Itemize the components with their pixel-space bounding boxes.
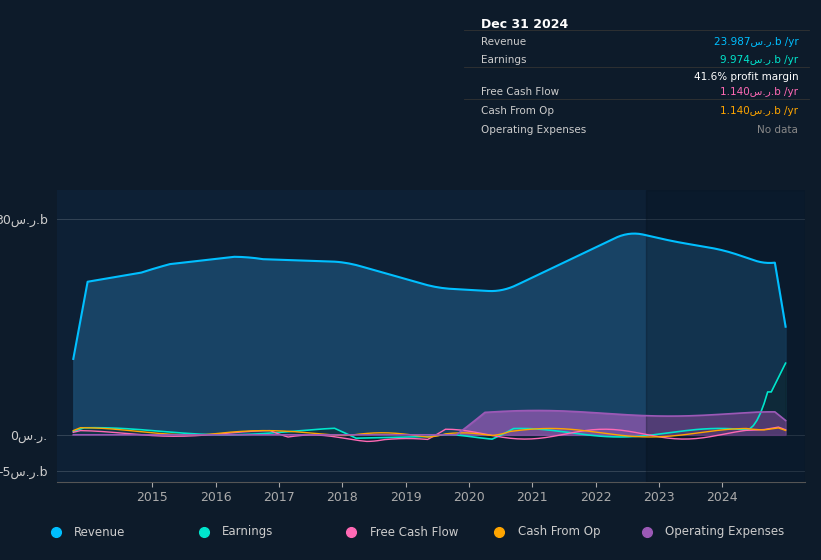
Text: 41.6% profit margin: 41.6% profit margin [694,72,798,82]
Text: Cash From Op: Cash From Op [481,106,554,116]
Text: Free Cash Flow: Free Cash Flow [370,525,458,539]
Text: 23.987س.ر.b /yr: 23.987س.ر.b /yr [713,38,798,48]
Text: 9.974س.ر.b /yr: 9.974س.ر.b /yr [720,55,798,65]
Text: Revenue: Revenue [481,38,526,48]
Text: Free Cash Flow: Free Cash Flow [481,87,559,97]
Text: Cash From Op: Cash From Op [518,525,600,539]
Text: No data: No data [758,125,798,135]
Text: Operating Expenses: Operating Expenses [481,125,586,135]
Text: Revenue: Revenue [75,525,126,539]
Text: 1.140س.ر.b /yr: 1.140س.ر.b /yr [720,106,798,116]
Text: Earnings: Earnings [481,55,526,65]
Bar [646,190,805,482]
Text: 1.140س.ر.b /yr: 1.140س.ر.b /yr [720,87,798,97]
Text: Dec 31 2024: Dec 31 2024 [481,18,568,31]
Text: Earnings: Earnings [222,525,273,539]
Text: Operating Expenses: Operating Expenses [666,525,785,539]
